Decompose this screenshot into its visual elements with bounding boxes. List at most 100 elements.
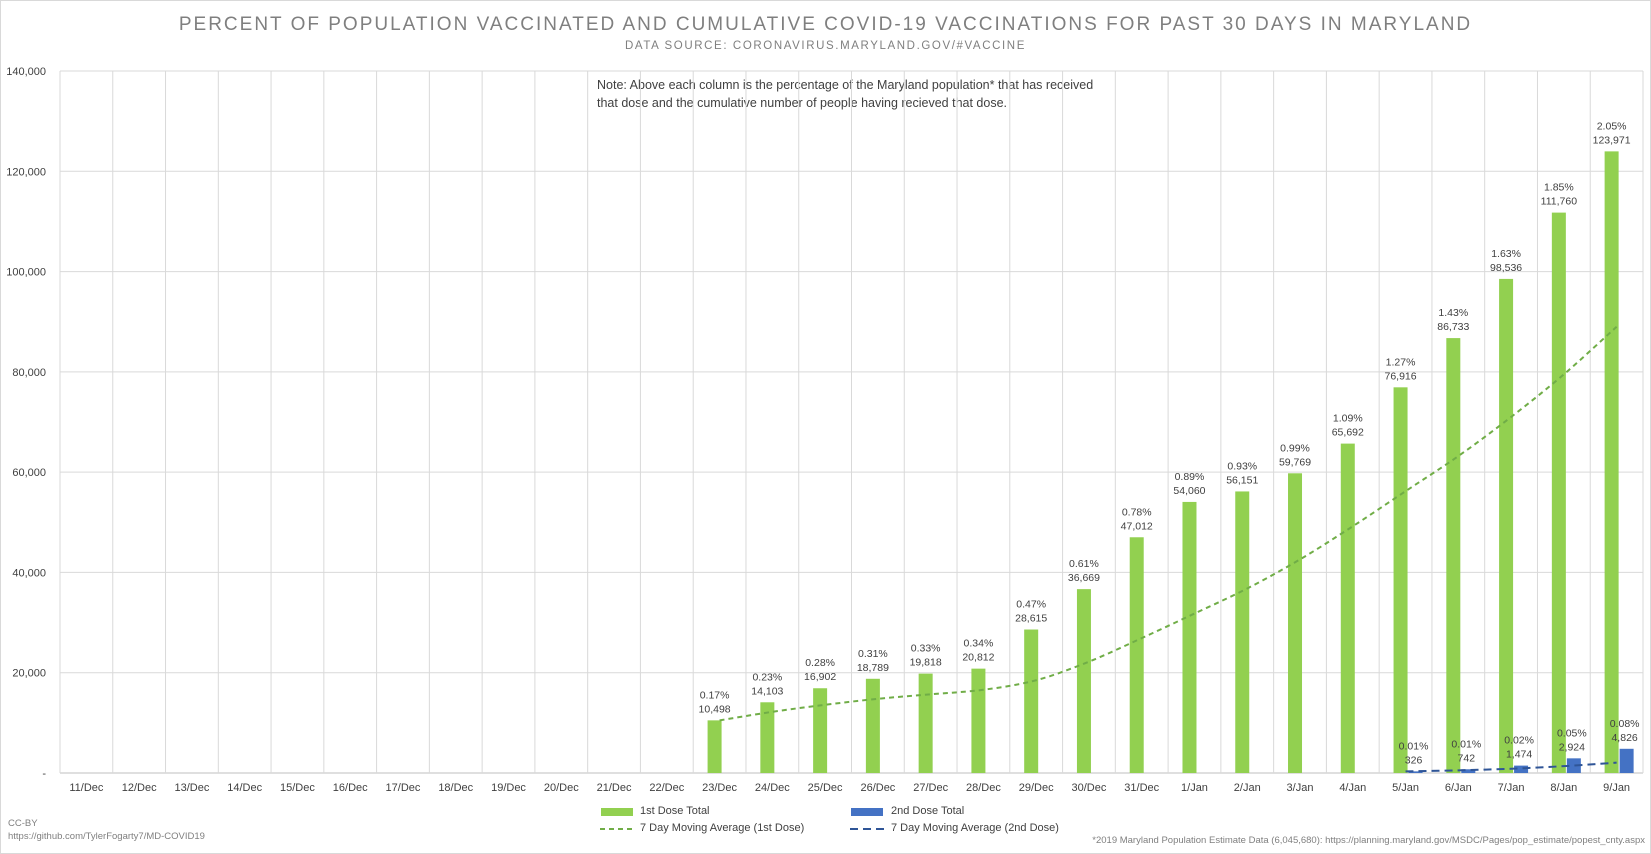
bar-dose1 (1340, 443, 1355, 773)
chart-subtitle: DATA SOURCE: CORONAVIRUS.MARYLAND.GOV/#V… (625, 40, 1026, 52)
data-label-dose2-percent: 0.02% (1504, 735, 1534, 747)
y-tick-label: 100,000 (6, 267, 46, 279)
bar-dose1 (707, 720, 722, 773)
legend-label-dose1: 1st Dose Total (640, 805, 710, 817)
data-label-dose1-value: 19,818 (910, 657, 942, 669)
bar-dose2 (1514, 765, 1529, 773)
x-tick-label: 25/Dec (808, 782, 843, 794)
x-tick-label: 13/Dec (174, 782, 209, 794)
data-label-dose1-percent: 1.43% (1438, 307, 1468, 319)
data-label-dose1-percent: 0.61% (1069, 558, 1099, 570)
bar-dose1 (760, 702, 775, 773)
bar-dose1 (813, 688, 828, 773)
x-tick-label: 20/Dec (544, 782, 579, 794)
bar-dose1 (1182, 501, 1197, 773)
data-label-dose1-value: 47,012 (1121, 520, 1153, 532)
ma-line-dose2 (1405, 761, 1617, 773)
x-tick-label: 3/Jan (1287, 782, 1314, 794)
legend-swatch-ma2 (850, 828, 884, 830)
data-label-dose1-value: 56,151 (1226, 474, 1258, 486)
x-tick-label: 23/Dec (702, 782, 737, 794)
x-tick-label: 2/Jan (1234, 782, 1261, 794)
x-tick-label: 21/Dec (597, 782, 632, 794)
y-tick-label: 120,000 (6, 166, 46, 178)
data-label-dose1-value: 14,103 (751, 685, 783, 697)
bar-dose1 (971, 668, 986, 773)
chart-title: PERCENT OF POPULATION VACCINATED AND CUM… (178, 14, 1473, 35)
data-label-dose1-percent: 1.09% (1333, 413, 1363, 425)
data-label-dose2-value: 326 (1405, 754, 1423, 766)
bar-dose1 (1499, 278, 1514, 773)
data-label-dose1-percent: 0.34% (964, 638, 994, 650)
x-tick-label: 24/Dec (755, 782, 790, 794)
bar-dose1 (1604, 151, 1619, 773)
license-label: CC-BY (8, 818, 38, 829)
x-tick-label: 11/Dec (69, 782, 104, 794)
data-label-dose2-value: 2,924 (1559, 741, 1585, 753)
x-tick-label: 27/Dec (913, 782, 948, 794)
bar-dose1 (1024, 629, 1039, 773)
x-tick-label: 16/Dec (333, 782, 368, 794)
data-label-dose1-value: 123,971 (1593, 134, 1631, 146)
data-label-dose1-value: 20,812 (962, 652, 994, 664)
x-tick-label: 31/Dec (1124, 782, 1159, 794)
data-label-dose2-percent: 0.08% (1610, 718, 1640, 730)
bar-dose2 (1408, 771, 1423, 773)
bar-dose1 (1393, 387, 1408, 773)
bar-dose1 (1551, 212, 1566, 774)
bar-dose1 (1235, 491, 1250, 773)
population-source: *2019 Maryland Population Estimate Data … (1092, 835, 1645, 846)
bar-dose1 (918, 673, 933, 773)
legend-swatch-dose2 (851, 808, 883, 816)
data-label-dose1-value: 10,498 (699, 703, 731, 715)
bar-dose2 (1461, 769, 1476, 773)
data-label-dose1-percent: 1.27% (1386, 356, 1416, 368)
data-label-dose2-value: 742 (1458, 752, 1476, 764)
bar-dose1 (1129, 537, 1144, 773)
bar-dose1 (1288, 473, 1303, 773)
x-tick-label: 18/Dec (438, 782, 473, 794)
data-label-dose1-value: 28,615 (1015, 613, 1047, 625)
data-label-dose1-percent: 0.47% (1016, 599, 1046, 611)
y-tick-label: 20,000 (12, 668, 46, 680)
data-label-dose1-value: 54,060 (1173, 485, 1205, 497)
data-label-dose1-percent: 1.85% (1544, 182, 1574, 194)
x-tick-label: 17/Dec (386, 782, 421, 794)
x-tick-label: 26/Dec (860, 782, 895, 794)
data-label-dose1-percent: 0.99% (1280, 442, 1310, 454)
data-label-dose1-value: 86,733 (1437, 321, 1469, 333)
data-label-dose2-value: 1,474 (1506, 749, 1532, 761)
data-label-dose2-percent: 0.01% (1451, 738, 1481, 750)
data-label-dose2-percent: 0.05% (1557, 727, 1587, 739)
x-tick-label: 14/Dec (227, 782, 262, 794)
data-label-dose2-value: 4,826 (1611, 732, 1637, 744)
data-label-dose1-value: 18,789 (857, 662, 889, 674)
repo-link[interactable]: https://github.com/TylerFogarty7/MD-COVI… (8, 831, 205, 842)
y-tick-label: 80,000 (12, 367, 46, 379)
x-tick-label: 1/Jan (1181, 782, 1208, 794)
y-tick-label: 140,000 (6, 66, 46, 78)
data-label-dose1-percent: 0.93% (1227, 460, 1257, 472)
x-tick-label: 29/Dec (1019, 782, 1054, 794)
x-tick-label: 30/Dec (1072, 782, 1107, 794)
y-tick-label: 40,000 (12, 567, 46, 579)
x-tick-label: 15/Dec (280, 782, 315, 794)
data-label-dose1-value: 36,669 (1068, 572, 1100, 584)
x-tick-label: 9/Jan (1603, 782, 1630, 794)
bar-dose2 (1619, 748, 1634, 773)
x-tick-label: 22/Dec (649, 782, 684, 794)
x-tick-label: 5/Jan (1392, 782, 1419, 794)
ma-line-dose1 (719, 325, 1618, 722)
y-tick-label: - (42, 768, 46, 780)
data-label-dose1-percent: 0.31% (858, 648, 888, 660)
data-label-dose1-value: 65,692 (1332, 427, 1364, 439)
legend-swatch-ma1 (600, 828, 634, 830)
data-label-dose1-value: 76,916 (1384, 370, 1416, 382)
legend-swatch-dose1 (601, 808, 633, 816)
legend-label-ma1: 7 Day Moving Average (1st Dose) (640, 822, 805, 834)
data-label-dose1-value: 98,536 (1490, 262, 1522, 274)
data-label-dose1-percent: 0.89% (1175, 471, 1205, 483)
data-label-dose1-percent: 0.28% (805, 657, 835, 669)
data-label-dose1-percent: 2.05% (1597, 120, 1627, 132)
